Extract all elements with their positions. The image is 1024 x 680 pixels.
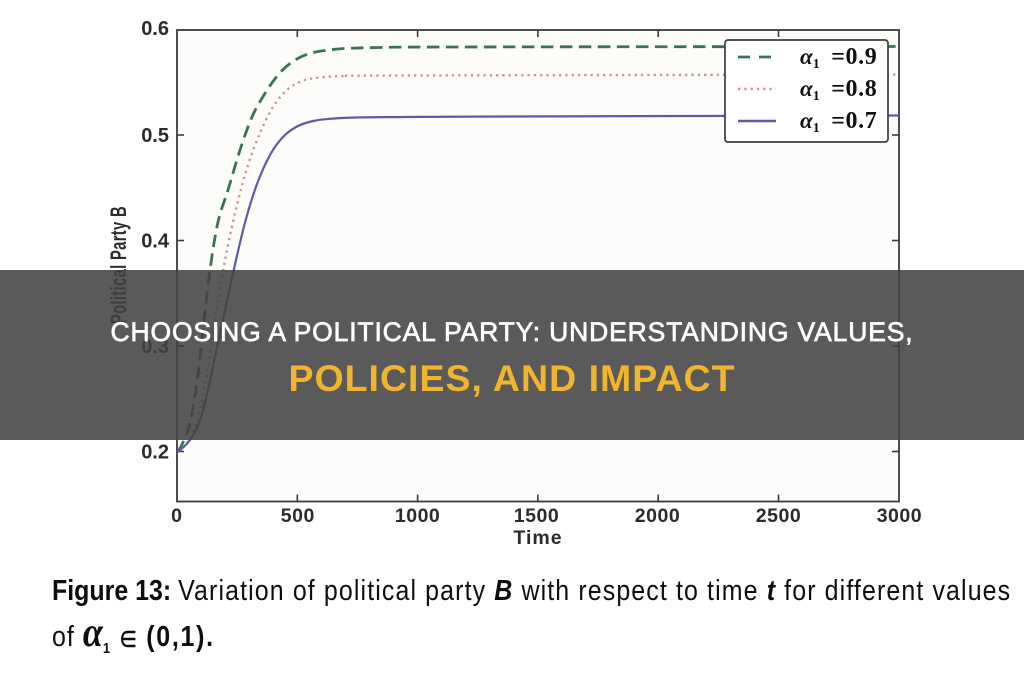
svg-text:α1 =0.9: α1 =0.9	[800, 44, 877, 72]
svg-text:1500: 1500	[514, 505, 559, 527]
svg-text:0.2: 0.2	[141, 442, 169, 464]
svg-text:2000: 2000	[635, 505, 680, 527]
svg-text:α1 =0.7: α1 =0.7	[800, 108, 877, 136]
svg-text:0.4: 0.4	[141, 231, 170, 253]
svg-text:0: 0	[171, 505, 182, 527]
svg-text:0.5: 0.5	[141, 125, 169, 147]
svg-text:1000: 1000	[395, 505, 440, 527]
svg-text:Time: Time	[513, 527, 562, 549]
svg-text:3000: 3000	[877, 505, 922, 527]
svg-text:2500: 2500	[756, 505, 801, 527]
svg-text:0.6: 0.6	[141, 18, 169, 40]
svg-text:α1 =0.8: α1 =0.8	[800, 76, 877, 104]
svg-text:500: 500	[281, 505, 315, 527]
